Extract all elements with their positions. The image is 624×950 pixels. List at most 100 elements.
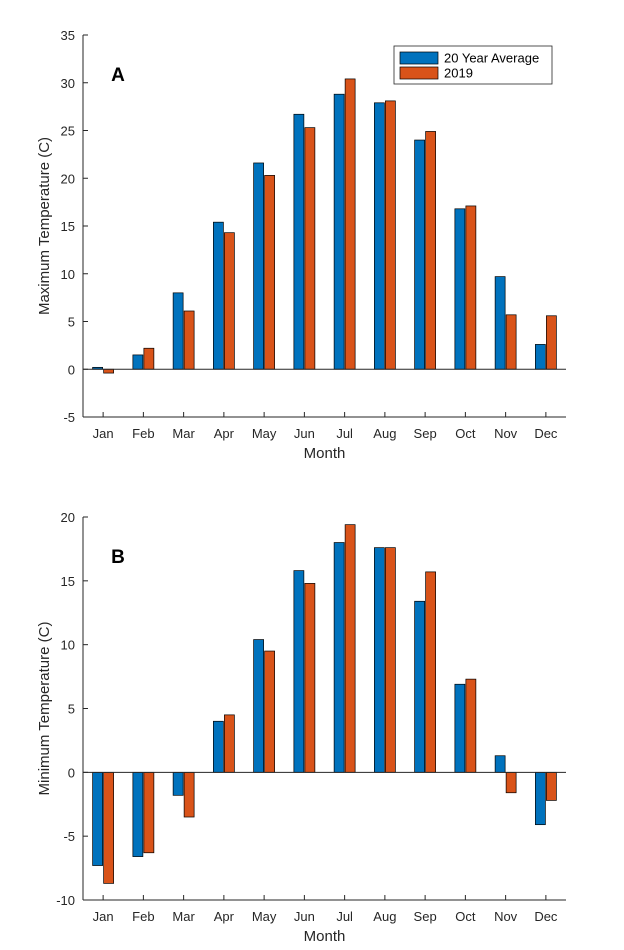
y-tick-label: 20 — [61, 171, 75, 186]
y-tick-label: 10 — [61, 638, 75, 653]
y-tick-label: -10 — [56, 893, 75, 908]
bar-average-oct — [454, 208, 466, 370]
x-tick-label: Aug — [373, 909, 396, 924]
x-axis-label: Month — [304, 928, 346, 945]
legend-entry: 2019 — [444, 66, 473, 81]
x-tick-label: Jul — [336, 426, 353, 441]
bar-current-apr — [224, 714, 235, 773]
bar-average-jan — [92, 771, 103, 866]
bar-average-feb — [132, 771, 144, 857]
bar-current-sep — [425, 571, 436, 773]
legend-entry: 20 Year Average — [444, 51, 539, 66]
y-tick-label: 0 — [68, 362, 75, 377]
x-tick-label: May — [252, 426, 277, 441]
bar-current-dec — [546, 315, 557, 370]
bar-average-dec — [535, 344, 546, 370]
legend-swatch — [399, 66, 439, 80]
y-tick-label: 35 — [61, 28, 75, 43]
bar-current-oct — [465, 205, 477, 370]
bar-current-feb — [143, 771, 155, 854]
chart-panel-a: -5 0 5 10 15 20 25 30 35 Jan Feb Mar Apr May Jun Jul Aug… — [36, 28, 566, 462]
bar-average-jul — [333, 542, 345, 773]
y-tick-label: -5 — [63, 410, 75, 425]
y-tick-label: 10 — [61, 267, 75, 282]
panel-label: B — [111, 547, 125, 568]
bar-average-mar — [172, 771, 184, 796]
bar-average-dec — [535, 771, 546, 826]
y-tick-label: 5 — [68, 702, 75, 717]
bar-average-oct — [454, 683, 466, 773]
y-tick-label: 5 — [68, 315, 75, 330]
x-tick-label: Oct — [455, 909, 476, 924]
x-tick-label: Apr — [214, 426, 235, 441]
bar-average-jun — [293, 113, 305, 370]
bar-average-mar — [172, 292, 184, 370]
y-axis-label: Maximum Temperature (C) — [36, 137, 53, 315]
bar-current-mar — [183, 771, 195, 818]
bar-average-sep — [414, 600, 425, 773]
y-tick-label: 15 — [61, 574, 75, 589]
bar-current-aug — [385, 100, 396, 370]
bar-average-nov — [494, 276, 506, 370]
x-tick-label: Aug — [373, 426, 396, 441]
bar-current-jul — [344, 524, 356, 773]
chart-panel-b: -10 -5 0 5 10 15 20 Jan Feb Mar Apr May Jun Jul Aug Sep… — [36, 510, 566, 945]
y-tick-label: -5 — [63, 829, 75, 844]
x-tick-label: Dec — [534, 909, 558, 924]
x-tick-label: Jul — [336, 909, 353, 924]
x-tick-label: Jun — [294, 909, 315, 924]
x-tick-label: Feb — [132, 909, 154, 924]
bar-current-jun — [304, 583, 316, 773]
panel-label: A — [111, 65, 125, 86]
bar-current-aug — [385, 547, 396, 773]
x-tick-label: May — [252, 909, 277, 924]
bar-average-nov — [494, 755, 506, 773]
x-tick-label: Oct — [455, 426, 476, 441]
x-tick-label: Feb — [132, 426, 154, 441]
bar-current-mar — [183, 310, 195, 370]
bar-average-aug — [374, 102, 385, 370]
bar-current-jun — [304, 127, 316, 370]
x-tick-label: Nov — [494, 426, 518, 441]
bar-current-may — [264, 650, 275, 773]
bar-current-nov — [505, 314, 517, 370]
bar-current-jul — [344, 78, 356, 370]
bar-current-may — [264, 175, 275, 370]
bar-average-apr — [213, 221, 224, 370]
bar-current-sep — [425, 131, 436, 370]
x-axis-label: Month — [304, 445, 346, 462]
x-tick-label: Sep — [414, 426, 437, 441]
y-axis-label: Minimum Temperature (C) — [36, 622, 53, 796]
x-tick-label: Mar — [172, 909, 195, 924]
x-tick-label: Dec — [534, 426, 558, 441]
bar-average-may — [253, 639, 264, 773]
bar-average-may — [253, 162, 264, 370]
bar-average-jun — [293, 570, 305, 773]
y-tick-label: 0 — [68, 765, 75, 780]
y-tick-label: 20 — [61, 510, 75, 525]
bar-average-sep — [414, 139, 425, 370]
x-tick-label: Apr — [214, 909, 235, 924]
x-tick-label: Sep — [414, 909, 437, 924]
bar-average-aug — [374, 547, 385, 773]
x-tick-label: Nov — [494, 909, 518, 924]
bar-average-jul — [333, 93, 345, 370]
bar-current-jan — [103, 368, 114, 374]
legend-swatch — [399, 51, 439, 65]
y-tick-label: 25 — [61, 124, 75, 139]
bar-current-jan — [103, 771, 114, 884]
bar-current-apr — [224, 232, 235, 370]
bar-current-nov — [505, 771, 517, 794]
bar-current-oct — [465, 678, 477, 773]
x-tick-label: Jan — [93, 426, 114, 441]
x-tick-label: Jan — [93, 909, 114, 924]
bar-current-dec — [546, 771, 557, 801]
x-tick-label: Jun — [294, 426, 315, 441]
bar-current-feb — [143, 347, 155, 370]
bar-average-feb — [132, 354, 144, 370]
y-tick-label: 15 — [61, 219, 75, 234]
y-tick-label: 30 — [61, 76, 75, 91]
bar-average-apr — [213, 720, 224, 773]
x-tick-label: Mar — [172, 426, 195, 441]
